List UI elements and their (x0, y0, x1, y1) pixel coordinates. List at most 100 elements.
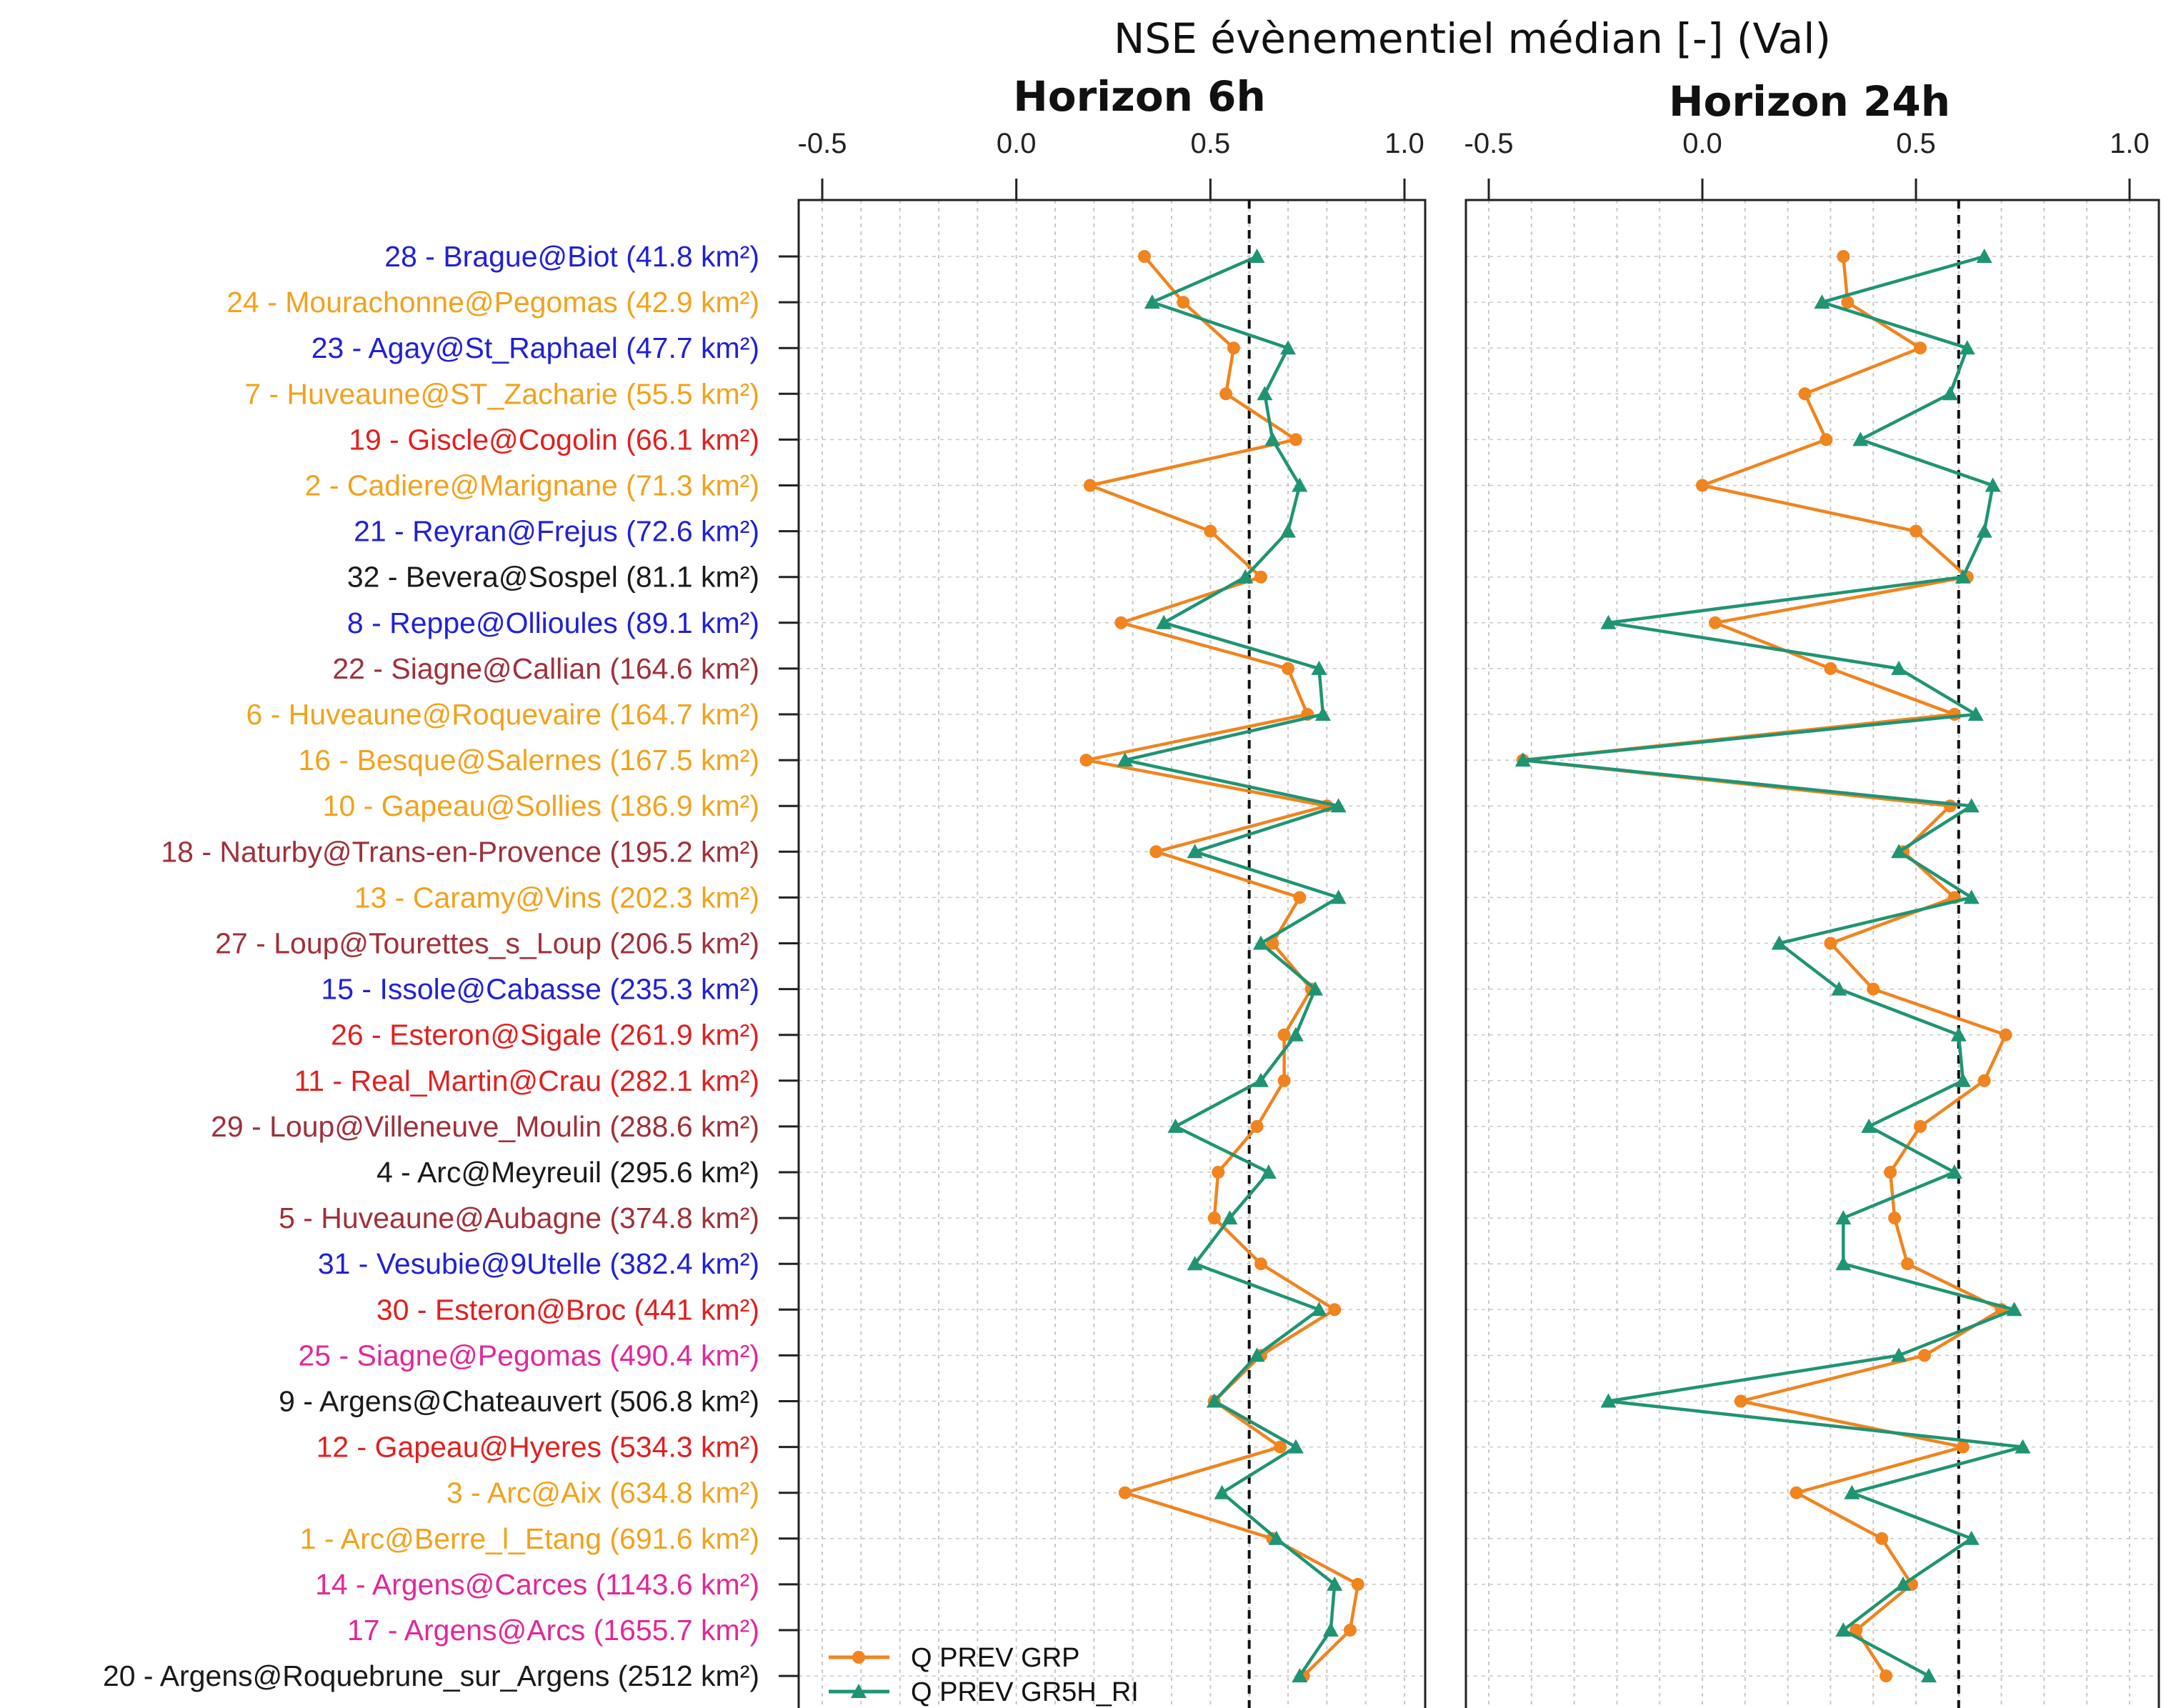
category-label: 18 - Naturby@Trans-en-Provence (195.2 km… (161, 835, 759, 868)
data-point-grp (1219, 387, 1232, 400)
category-label: 22 - Siagne@Callian (164.6 km²) (332, 652, 759, 685)
category-label: 11 - Real_Martin@Crau (282.1 km²) (294, 1064, 759, 1097)
data-point-grp (1837, 250, 1850, 263)
category-label: 1 - Arc@Berre_l_Etang (691.6 km²) (300, 1522, 759, 1555)
data-point-gr5h (1280, 524, 1296, 538)
data-point-grp (1254, 571, 1267, 584)
category-label: 27 - Loup@Tourettes_s_Loup (206.5 km²) (215, 927, 759, 960)
data-point-grp (1978, 1074, 1991, 1087)
data-point-gr5h (1852, 431, 1868, 446)
legend-marker-grp (852, 1651, 865, 1664)
data-point-grp (1914, 1120, 1927, 1133)
category-label: 10 - Gapeau@Sollies (186.9 km²) (323, 789, 759, 822)
data-point-grp (1799, 387, 1812, 400)
category-label: 4 - Arc@Meyreuil (295.6 km²) (376, 1156, 759, 1189)
data-point-gr5h (1167, 1119, 1183, 1133)
category-label: 6 - Huveaune@Roquevaire (164.7 km²) (246, 698, 759, 731)
panels: -0.5 0.0 0.5 1.0 -0.5 0.0 0.5 1.0 (798, 128, 2159, 1708)
panel-1: -0.5 0.0 0.5 1.0 (1464, 128, 2159, 1708)
data-point-gr5h (1323, 1622, 1339, 1637)
data-point-gr5h (1942, 386, 1958, 400)
category-label: 28 - Brague@Biot (41.8 km²) (384, 240, 759, 273)
data-point-grp (1079, 754, 1092, 766)
data-point-gr5h (1292, 478, 1307, 492)
panel-title-24h: Horizon 24h (1669, 77, 1950, 126)
data-point-grp (1918, 1349, 1931, 1362)
panel-0: -0.5 0.0 0.5 1.0 (798, 128, 1425, 1708)
data-point-gr5h (1264, 431, 1280, 446)
data-point-gr5h (1861, 1119, 1877, 1133)
category-label: 14 - Argens@Carces (1143.6 km²) (315, 1568, 759, 1601)
data-point-grp (1251, 1120, 1264, 1133)
category-label: 17 - Argens@Arcs (1655.7 km²) (347, 1614, 759, 1647)
x-tick-label: 1.0 (2110, 128, 2150, 159)
data-point-grp (1114, 616, 1127, 629)
x-tick-label: 0.5 (1896, 128, 1936, 159)
data-point-grp (1944, 799, 1957, 812)
data-point-grp (1696, 479, 1709, 492)
category-label: 9 - Argens@Chateauvert (506.8 km²) (279, 1385, 759, 1418)
category-label: 32 - Bevera@Sospel (81.1 km²) (347, 561, 759, 594)
panel-frame (1466, 200, 2159, 1708)
data-point-grp (1875, 1532, 1888, 1545)
data-point-grp (1344, 1624, 1357, 1637)
data-point-grp (1948, 708, 1961, 721)
category-label: 25 - Siagne@Pegomas (490.4 km²) (298, 1339, 759, 1372)
category-label: 3 - Arc@Aix (634.8 km²) (446, 1477, 759, 1509)
series-line-0 (1523, 256, 2006, 1676)
series-line-0 (1087, 256, 1358, 1676)
data-point-grp (1138, 250, 1151, 263)
category-label: 5 - Huveaune@Aubagne (374.8 km²) (279, 1202, 759, 1234)
data-point-grp (1735, 1395, 1747, 1408)
data-point-grp (1177, 296, 1189, 309)
legend: Q PREV GRP Q PREV GR5H_RI (829, 1643, 1139, 1707)
data-point-gr5h (1977, 249, 1992, 263)
category-labels: 28 - Brague@Biot (41.8 km²)24 - Mouracho… (103, 240, 799, 1692)
data-point-gr5h (1977, 524, 1992, 538)
data-point-gr5h (1156, 615, 1172, 629)
data-point-grp (1208, 1212, 1221, 1224)
x-tick-label: -0.5 (798, 128, 847, 159)
category-label: 15 - Issole@Cabasse (235.3 km²) (321, 973, 759, 1006)
data-point-grp (1149, 845, 1162, 858)
x-tick-label: -0.5 (1464, 128, 1514, 159)
legend-label-0: Q PREV GRP (911, 1643, 1080, 1673)
data-point-grp (1352, 1578, 1364, 1591)
data-point-gr5h (1315, 706, 1331, 721)
data-point-gr5h (1921, 1668, 1937, 1682)
data-point-grp (1119, 1487, 1132, 1499)
data-point-grp (1888, 1212, 1901, 1224)
category-label: 30 - Esteron@Broc (441 km²) (376, 1293, 759, 1326)
data-point-grp (1790, 1487, 1803, 1499)
data-point-gr5h (1835, 1256, 1851, 1270)
data-point-grp (1884, 1166, 1897, 1179)
data-point-grp (1709, 616, 1722, 629)
data-point-grp (1289, 433, 1302, 446)
category-label: 8 - Reppe@Ollioules (89.1 km²) (347, 606, 759, 639)
data-point-grp (1824, 662, 1837, 675)
category-label: 23 - Agay@St_Raphael (47.7 km²) (311, 331, 759, 364)
data-point-grp (1212, 1166, 1224, 1179)
panel-frame (799, 200, 1425, 1708)
x-tick-label: 1.0 (1384, 128, 1424, 159)
data-point-grp (1824, 937, 1837, 950)
category-label: 2 - Cadiere@Marignane (71.3 km²) (305, 469, 759, 502)
data-point-grp (1204, 525, 1217, 538)
data-point-grp (1328, 1303, 1341, 1316)
data-point-grp (1227, 341, 1240, 354)
data-point-grp (1910, 525, 1922, 538)
panel-title-6h: Horizon 6h (1013, 72, 1266, 121)
category-label: 12 - Gapeau@Hyeres (534.3 km²) (316, 1431, 759, 1464)
data-point-gr5h (1257, 386, 1272, 400)
data-point-gr5h (1288, 1439, 1304, 1454)
data-point-grp (1914, 341, 1927, 354)
legend-label-1: Q PREV GR5H_RI (911, 1677, 1139, 1707)
series-line-1 (1523, 256, 2023, 1676)
category-label: 20 - Argens@Roquebrune_sur_Argens (2512 … (103, 1659, 759, 1692)
data-point-grp (1254, 1257, 1267, 1270)
category-label: 7 - Huveaune@ST_Zacharie (55.5 km²) (244, 377, 759, 410)
data-point-grp (1867, 983, 1880, 996)
data-point-gr5h (1261, 1164, 1277, 1179)
category-label: 31 - Vesubie@9Utelle (382.4 km²) (318, 1247, 759, 1280)
